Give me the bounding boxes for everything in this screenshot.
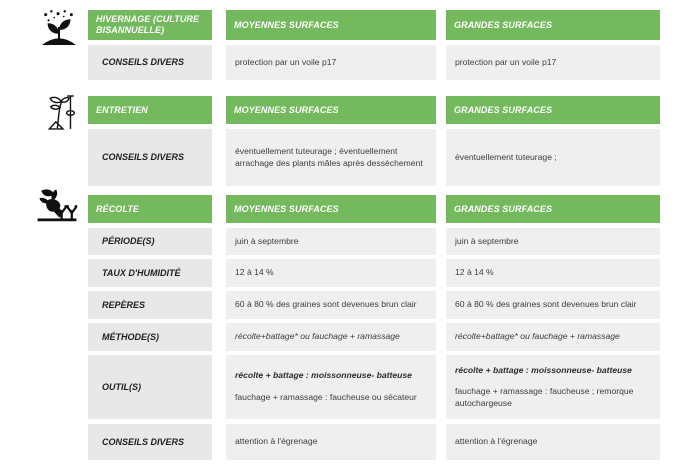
row-label-conseils-divers: CONSEILS DIVERS: [88, 45, 212, 80]
outils-moyennes-line2: fauchage + ramassage : faucheuse ou séca…: [235, 392, 417, 402]
column-header-moyennes: MOYENNES SURFACES: [226, 96, 436, 124]
cell-taux-grandes: 12 à 14 %: [446, 259, 660, 287]
cell-reperes-moyennes: 60 à 80 % des graines sont devenues brun…: [226, 291, 436, 319]
outils-grandes-line2: fauchage + ramassage : faucheuse ; remor…: [455, 386, 634, 408]
seedling-snow-icon: [38, 8, 80, 46]
column-header-moyennes: MOYENNES SURFACES: [226, 195, 436, 223]
outils-grandes-line1: récolte + battage : moissonneuse- batteu…: [455, 364, 632, 375]
row-label-methodes: MÉTHODE(S): [88, 323, 212, 351]
cell-taux-moyennes: 12 à 14 %: [226, 259, 436, 287]
section-title-hivernage: HIVERNAGE (CULTURE BISANNUELLE): [88, 10, 212, 40]
row-label-conseils-divers: CONSEILS DIVERS: [88, 424, 212, 460]
cell-conseils-grandes: attention à l'égrenage: [446, 424, 660, 460]
column-header-moyennes: MOYENNES SURFACES: [226, 10, 436, 40]
cell-methodes-moyennes: récolte+battage* ou fauchage + ramassage: [226, 323, 436, 351]
outils-moyennes-line1: récolte + battage : moissonneuse- batteu…: [235, 370, 412, 381]
staked-plant-icon: [46, 92, 78, 132]
cell-reperes-grandes: 60 à 80 % des graines sont devenues brun…: [446, 291, 660, 319]
row-label-periodes: PÉRIODE(S): [88, 228, 212, 255]
column-header-grandes: GRANDES SURFACES: [446, 10, 660, 40]
cell-outils-grandes: récolte + battage : moissonneuse- batteu…: [446, 355, 660, 419]
cell-hivernage-grandes: protection par un voile p17: [446, 45, 660, 80]
section-title-entretien: ENTRETIEN: [88, 96, 212, 124]
row-label-taux-humidite: TAUX D'HUMIDITÉ: [88, 259, 212, 287]
cell-conseils-moyennes: attention à l'égrenage: [226, 424, 436, 460]
row-label-reperes: REPÈRES: [88, 291, 212, 319]
column-header-grandes: GRANDES SURFACES: [446, 195, 660, 223]
cell-entretien-grandes: éventuellement tuteurage ;: [446, 129, 660, 186]
row-label-outils: OUTIL(S): [88, 355, 212, 419]
row-label-conseils-divers: CONSEILS DIVERS: [88, 129, 212, 186]
cell-periodes-moyennes: juin à septembre: [226, 228, 436, 255]
column-header-grandes: GRANDES SURFACES: [446, 96, 660, 124]
cell-entretien-moyennes: éventuellement tuteurage ; éventuellemen…: [226, 129, 436, 186]
cell-outils-moyennes: récolte + battage : moissonneuse- batteu…: [226, 355, 436, 419]
section-title-recolte: RÉCOLTE: [88, 195, 212, 223]
cell-methodes-grandes: récolte+battage* ou fauchage + ramassage: [446, 323, 660, 351]
cell-periodes-grandes: juin à septembre: [446, 228, 660, 255]
cell-hivernage-moyennes: protection par un voile p17: [226, 45, 436, 80]
harvest-hand-icon: [34, 187, 80, 224]
